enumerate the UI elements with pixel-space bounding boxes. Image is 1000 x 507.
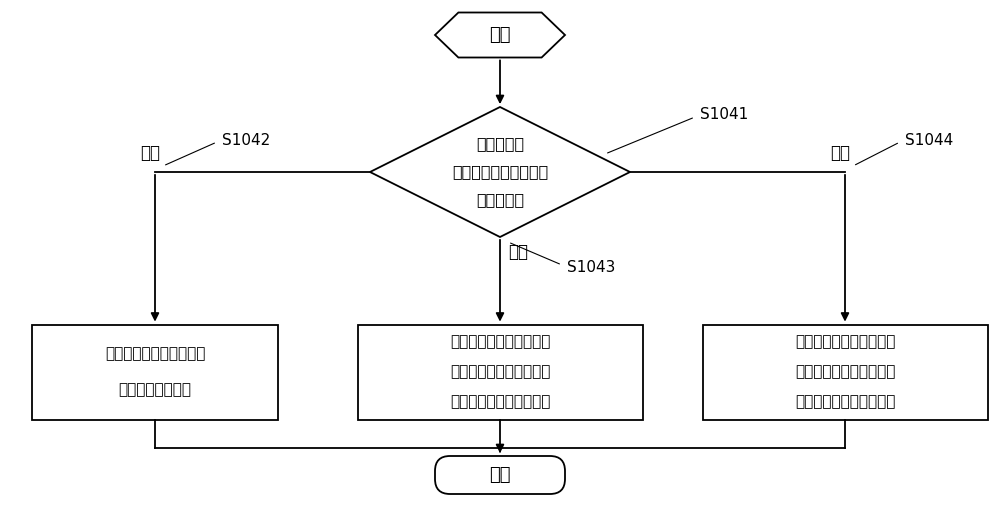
FancyBboxPatch shape <box>435 456 565 494</box>
Text: 始排序列中位于初始中位: 始排序列中位于初始中位 <box>795 365 895 380</box>
Text: S1042: S1042 <box>222 132 270 148</box>
Text: 初始中位数: 初始中位数 <box>476 193 524 207</box>
Text: 数前一位的采样点信号值: 数前一位的采样点信号值 <box>795 394 895 410</box>
Text: 判断下一个: 判断下一个 <box>476 136 524 152</box>
Text: 开始: 开始 <box>489 26 511 44</box>
FancyBboxPatch shape <box>702 324 988 419</box>
Text: 一个采样点信号值: 一个采样点信号值 <box>119 382 192 397</box>
Text: 数后一位的采样点信号值: 数后一位的采样点信号值 <box>450 394 550 410</box>
Text: S1044: S1044 <box>905 132 953 148</box>
Text: S1043: S1043 <box>567 260 615 274</box>
Text: S1041: S1041 <box>700 106 748 122</box>
Text: 小于: 小于 <box>830 144 850 162</box>
FancyBboxPatch shape <box>32 324 278 419</box>
Text: 结束: 结束 <box>489 466 511 484</box>
FancyBboxPatch shape <box>358 324 643 419</box>
Text: 采样点信号值是否等于: 采样点信号值是否等于 <box>452 164 548 179</box>
Polygon shape <box>370 107 630 237</box>
Polygon shape <box>435 13 565 57</box>
Text: 始排序列中位于初始中位: 始排序列中位于初始中位 <box>450 365 550 380</box>
Text: 当前排序列的中位数为下: 当前排序列的中位数为下 <box>105 346 205 361</box>
Text: 当前排序列的中位数为初: 当前排序列的中位数为初 <box>795 335 895 349</box>
Text: 等于: 等于 <box>140 144 160 162</box>
Text: 大于: 大于 <box>508 243 528 261</box>
Text: 当前排序列的中位数为初: 当前排序列的中位数为初 <box>450 335 550 349</box>
